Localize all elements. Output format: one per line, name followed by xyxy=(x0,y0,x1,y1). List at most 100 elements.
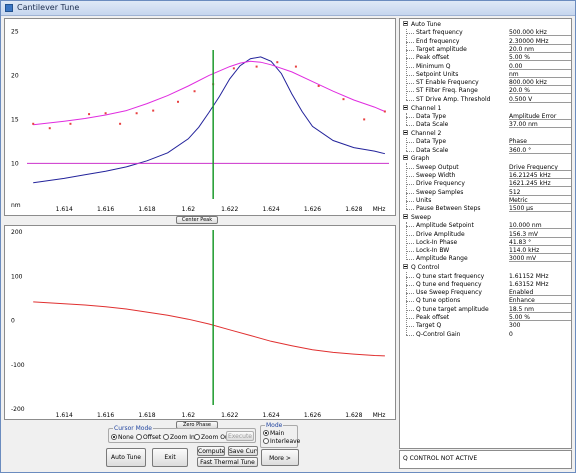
section-header[interactable]: Auto Tune xyxy=(403,21,441,29)
setting-value[interactable]: 0.00 xyxy=(509,63,571,70)
setting-value[interactable]: 5.00 % xyxy=(509,54,571,62)
setting-value[interactable]: Phase xyxy=(509,138,571,146)
cursor-mode-offset[interactable]: Offset xyxy=(136,434,161,441)
amplitude-plot[interactable]: 25 20 15 10 nm 1.614 1.616 1.618 1.62 1.622 1.624 1… xyxy=(4,18,396,216)
setting-label: Setpoint Units xyxy=(416,70,459,78)
setting-row: Data Scale 360.0 ° xyxy=(416,147,571,155)
setting-value[interactable]: Drive Frequency xyxy=(509,164,571,171)
mode-group: Mode xyxy=(260,422,298,448)
setting-value[interactable]: 2.30000 MHz xyxy=(509,38,571,45)
auto-tune-button[interactable]: Auto Tune xyxy=(106,448,146,467)
x-tick-label: 1.616 xyxy=(97,412,114,419)
tree-connector xyxy=(406,167,414,169)
x-tick-label: 1.618 xyxy=(138,412,155,419)
setting-row: Sweep Output Drive Frequency xyxy=(416,163,571,172)
more-button[interactable]: More > xyxy=(261,449,299,466)
x-tick-label: 1.618 xyxy=(138,206,155,213)
execute-button[interactable]: Execute xyxy=(226,431,254,441)
setting-value[interactable]: 114.0 kHz xyxy=(509,247,571,255)
collapse-icon[interactable] xyxy=(403,213,408,219)
setting-row: Drive Amplitude 156.3 mV xyxy=(416,230,571,239)
tree-connector xyxy=(406,41,414,43)
setting-label: Data Type xyxy=(416,112,447,120)
tree-connector xyxy=(406,112,407,126)
setting-row: Q tune options Enhance xyxy=(416,297,571,305)
setting-value[interactable]: Amplitude Error xyxy=(509,113,571,120)
cursor-mode-zoom-out[interactable]: Zoom Out xyxy=(194,434,231,441)
tree-connector xyxy=(406,150,414,152)
radio-selected-icon xyxy=(111,434,117,440)
phase-chart: 200 100 0 -100 -200 1.614 1.616 1.618 1.62 1.622 1… xyxy=(11,229,386,419)
setting-value[interactable]: Enabled xyxy=(509,289,571,297)
setting-value[interactable]: 10.000 nm xyxy=(509,222,571,230)
setting-value[interactable]: 1500 µs xyxy=(509,205,571,213)
setting-value[interactable]: Metric xyxy=(509,197,571,204)
setting-value[interactable]: 18.5 nm xyxy=(509,306,571,313)
setting-label: ST Filter Freq. Range xyxy=(416,87,478,95)
collapse-icon[interactable] xyxy=(403,129,408,135)
x-tick-label: MHz xyxy=(373,412,386,419)
tree-connector xyxy=(406,33,414,35)
setting-value[interactable]: 20.0 nm xyxy=(509,46,571,53)
setting-row: Peak offset 5.00 % xyxy=(416,54,571,62)
cursor-mode-none[interactable]: None xyxy=(111,434,134,441)
center-peak-button[interactable]: Center Peak xyxy=(176,216,218,224)
section-header[interactable]: Q Control xyxy=(403,264,439,272)
section-title: Channel 1 xyxy=(411,104,442,112)
setting-value[interactable]: 500.000 kHz xyxy=(509,29,571,37)
collapse-icon[interactable] xyxy=(403,21,408,26)
setting-row: ST Enable Frequency 800.000 kHz xyxy=(416,79,571,87)
section-title: Graph xyxy=(411,155,430,163)
x-tick-label: 1.616 xyxy=(97,206,114,213)
setting-value[interactable]: 41.83 ° xyxy=(509,239,571,246)
setting-value[interactable]: 16.21245 kHz xyxy=(509,172,571,179)
exit-button[interactable]: Exit xyxy=(152,448,188,467)
setting-label: Sweep Output xyxy=(416,163,459,171)
setting-value[interactable]: 3000 mV xyxy=(509,255,571,263)
fast-thermal-tune-button[interactable]: Fast Thermal Tune xyxy=(197,457,258,467)
cursor-mode-zoom-in[interactable]: Zoom In xyxy=(163,434,195,441)
x-tick-label: MHz xyxy=(373,206,386,213)
setting-value[interactable]: 0.500 V xyxy=(509,96,571,103)
setting-label: Drive Amplitude xyxy=(416,230,465,238)
collapse-icon[interactable] xyxy=(403,155,408,161)
setting-value[interactable]: 512 xyxy=(509,189,571,196)
setting-value[interactable]: 800.000 kHz xyxy=(509,79,571,87)
data-point xyxy=(88,113,91,116)
setting-value[interactable]: 360.0 ° xyxy=(509,147,571,154)
setting-label: Amplitude Range xyxy=(416,255,468,263)
collapse-icon[interactable] xyxy=(403,264,408,270)
setting-label: Drive Frequency xyxy=(416,180,465,188)
setting-label: Q tune target amplitude xyxy=(416,305,489,313)
setting-label: Data Type xyxy=(416,138,447,146)
setting-value[interactable]: 20.0 % xyxy=(509,87,571,95)
mode-main[interactable]: Main xyxy=(263,430,284,437)
mode-interleave[interactable]: Interleave xyxy=(263,438,300,445)
section-header[interactable]: Channel 2 xyxy=(403,129,441,138)
compute-q-button[interactable]: Compute Q xyxy=(197,446,225,456)
setting-value[interactable]: Enhance xyxy=(509,297,571,305)
tree-connector xyxy=(406,226,414,228)
setting-value[interactable]: 37.00 nm xyxy=(509,121,571,129)
settings-tree[interactable]: Auto Tune Start frequency 500.000 kHz End f… xyxy=(399,18,572,449)
setting-value[interactable]: 156.3 mV xyxy=(509,231,571,238)
data-point xyxy=(193,90,196,93)
setting-value[interactable]: 5.00 % xyxy=(509,314,571,321)
setting-value[interactable]: 1621.245 kHz xyxy=(509,180,571,188)
setting-label: Use Sweep Frequency xyxy=(416,289,482,297)
setting-label: Peak offset xyxy=(416,54,450,62)
section-header[interactable]: Sweep xyxy=(403,213,431,222)
setting-value[interactable]: nm xyxy=(509,71,571,78)
section-header[interactable]: Graph xyxy=(403,155,429,163)
x-tick-label: 1.624 xyxy=(262,206,279,213)
collapse-icon[interactable] xyxy=(403,104,408,110)
data-point xyxy=(119,122,122,125)
setting-value: 300 xyxy=(509,322,521,330)
section-header[interactable]: Channel 1 xyxy=(403,104,442,113)
y-tick-label: -200 xyxy=(11,406,25,413)
save-curve-button[interactable]: Save Curve xyxy=(228,446,258,456)
tree-connector xyxy=(406,242,414,244)
data-point xyxy=(152,109,155,112)
phase-plot[interactable]: 200 100 0 -100 -200 1.614 1.616 1.618 1.62 1.622 1… xyxy=(4,225,396,420)
tree-connector xyxy=(406,74,414,76)
